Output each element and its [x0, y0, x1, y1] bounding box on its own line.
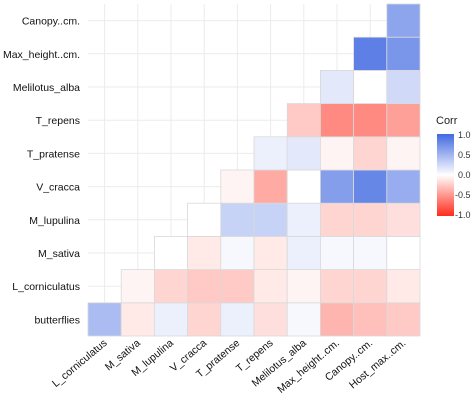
heatmap-cell: [386, 269, 421, 304]
heatmap-cell: [253, 302, 288, 337]
heatmap-cell: [253, 202, 288, 237]
row-label: T_repens: [36, 115, 80, 127]
heatmap-cell: [187, 269, 222, 304]
heatmap-cell: [220, 169, 255, 204]
heatmap-cell: [120, 269, 155, 304]
heatmap-cell: [386, 136, 421, 171]
heatmap-cell: [286, 103, 321, 138]
row-label: butterflies: [34, 314, 80, 326]
heatmap-cell: [253, 169, 288, 204]
heatmap-cell: [353, 235, 388, 270]
column-label: L_corniculatus: [50, 337, 110, 390]
heatmap-cell: [153, 235, 188, 270]
heatmap-cell: [319, 103, 354, 138]
row-label: Max_height..cm.: [3, 49, 80, 61]
heatmap-cell: [286, 202, 321, 237]
heatmap-cell: [353, 103, 388, 138]
heatmap-cell: [319, 269, 354, 304]
heatmap-cell: [319, 235, 354, 270]
heatmap-cell: [353, 302, 388, 337]
heatmap-cell: [319, 70, 354, 105]
heatmap-cell: [353, 269, 388, 304]
heatmap-cell: [286, 169, 321, 204]
heatmap-cell: [253, 235, 288, 270]
heatmap-cell: [319, 302, 354, 337]
row-label: Canopy..cm.: [22, 16, 80, 28]
legend-tick-label: 0.5: [458, 150, 471, 160]
heatmap-cell: [386, 70, 421, 105]
heatmap-cell: [386, 169, 421, 204]
heatmap-cell: [386, 235, 421, 270]
heatmap-cell: [253, 269, 288, 304]
color-legend: Corr 1.0 0.5 0.0 -0.5 -1.0: [436, 115, 471, 220]
legend-tick-label: 0.0: [458, 170, 471, 180]
heatmap-cell: [187, 202, 222, 237]
heatmap-cell: [220, 235, 255, 270]
row-label: T_pratense: [27, 148, 80, 160]
heatmap-cell: [353, 202, 388, 237]
heatmap-cell: [386, 103, 421, 138]
heatmap-cell: [253, 136, 288, 171]
heatmap-cell: [353, 70, 388, 105]
legend-colorbar: [437, 134, 454, 216]
heatmap-cell: [153, 302, 188, 337]
heatmap-cell: [286, 302, 321, 337]
heatmap-cell: [319, 202, 354, 237]
heatmap-cell: [220, 302, 255, 337]
row-labels: butterflies L_corniculatus M_sativa M_lupul…: [3, 16, 80, 327]
row-label: V_cracca: [36, 182, 80, 194]
heatmap-cell: [386, 202, 421, 237]
heatmap-cell: [220, 202, 255, 237]
heatmap-cell: [386, 302, 421, 337]
heatmap-cell: [153, 269, 188, 304]
heatmap-cell: [386, 36, 421, 71]
heatmap-cell: [286, 269, 321, 304]
heatmap-cell: [220, 269, 255, 304]
heatmap-cell: [353, 36, 388, 71]
heatmap-cell: [187, 235, 222, 270]
legend-tick-label: -0.5: [455, 190, 471, 200]
column-label: Host_max..cm.: [347, 337, 408, 391]
heatmap-cell: [87, 302, 122, 337]
heatmap-cell: [187, 302, 222, 337]
column-labels: L_corniculatusM_sativaM_lupulinaV_cracca…: [50, 337, 408, 396]
row-label: L_corniculatus: [12, 281, 80, 293]
heatmap-cell: [319, 169, 354, 204]
heatmap-cell: [353, 169, 388, 204]
heatmap-cells: [87, 3, 421, 337]
row-label: Melilotus_alba: [13, 82, 80, 94]
heatmap-cell: [319, 136, 354, 171]
heatmap-cell: [353, 136, 388, 171]
heatmap-cell: [120, 302, 155, 337]
row-label: M_lupulina: [29, 215, 80, 227]
legend-tick-label: -1.0: [455, 210, 471, 220]
heatmap-cell: [286, 136, 321, 171]
legend-title: Corr: [436, 115, 458, 127]
heatmap-cell: [286, 235, 321, 270]
legend-tick-label: 1.0: [458, 130, 471, 140]
row-label: M_sativa: [38, 248, 80, 260]
heatmap-cell: [386, 3, 421, 38]
